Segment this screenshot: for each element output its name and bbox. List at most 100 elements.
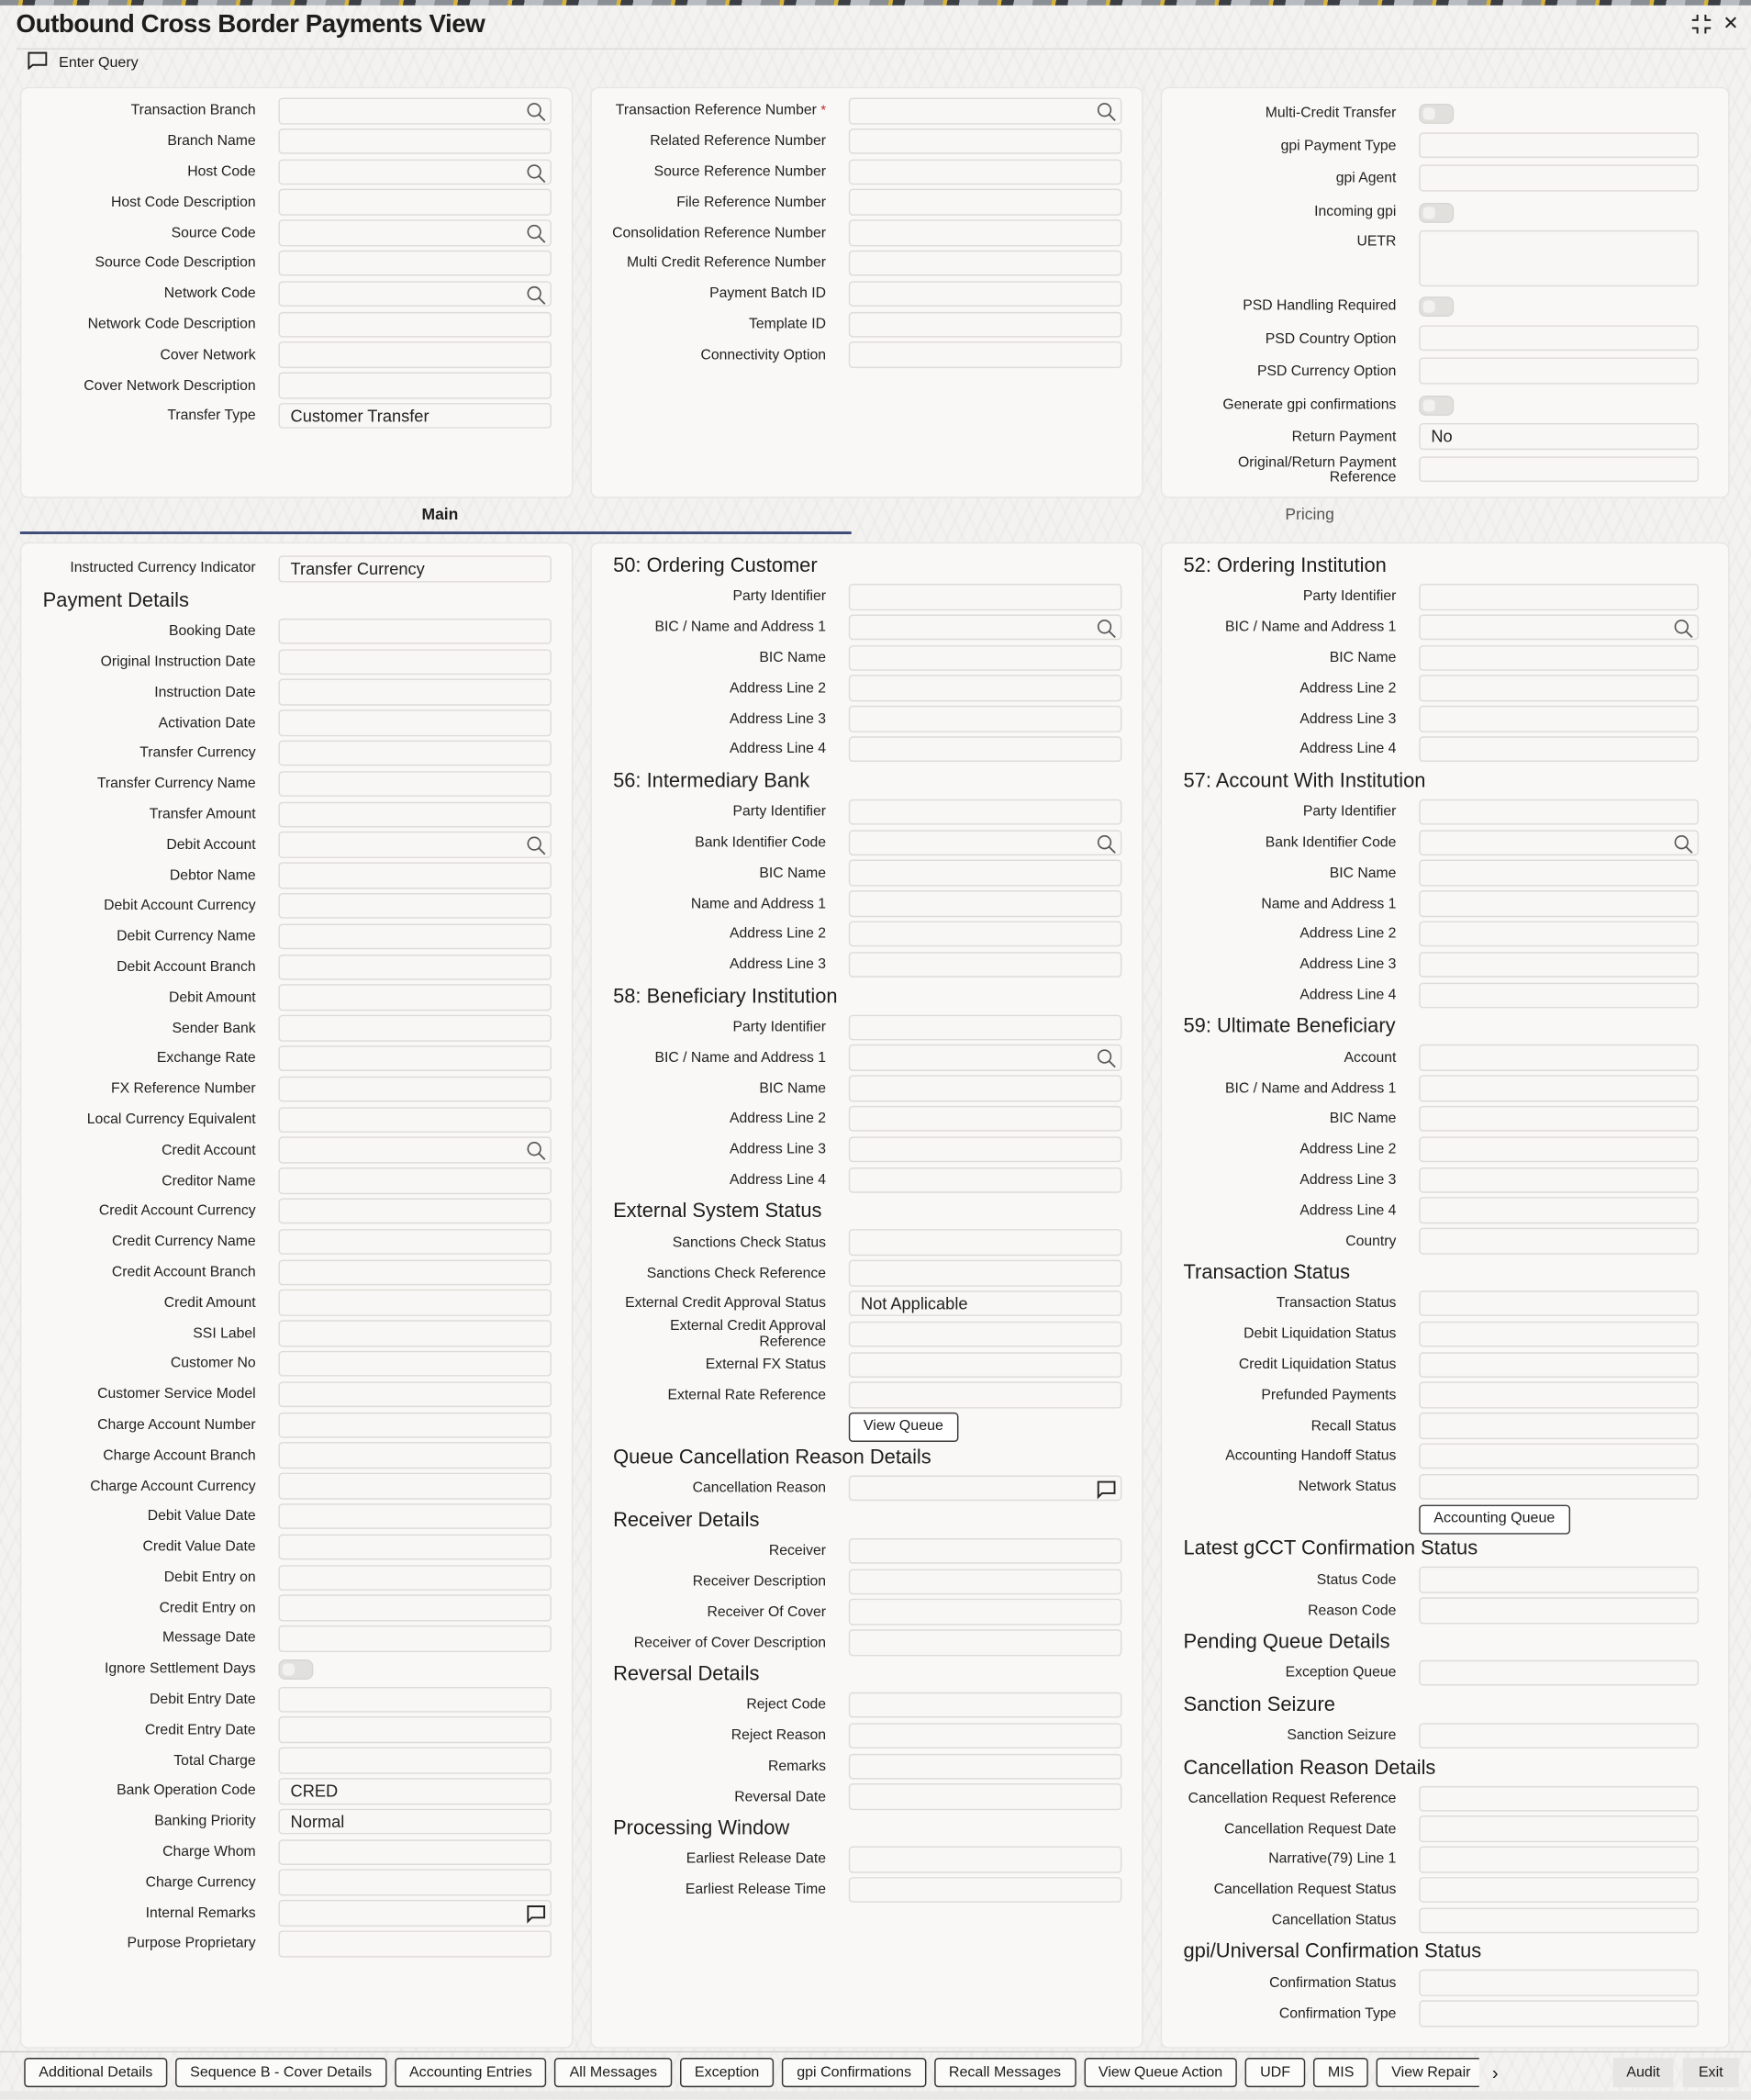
- multi-credit-transfer-toggle[interactable]: [1419, 104, 1455, 125]
- credit-account-branch-input[interactable]: [278, 1258, 552, 1286]
- internal-remarks-input[interactable]: [278, 1900, 552, 1927]
- exception-button[interactable]: Exception: [679, 2058, 775, 2088]
- accounting-handoff-status-input[interactable]: [1419, 1443, 1700, 1469]
- search-icon[interactable]: [526, 836, 546, 856]
- external-rate-reference-input[interactable]: [848, 1381, 1122, 1409]
- credit-account-input[interactable]: [278, 1136, 552, 1164]
- address-line-4-input[interactable]: [1419, 736, 1700, 763]
- cancellation-request-status-input[interactable]: [1419, 1876, 1700, 1904]
- search-icon[interactable]: [526, 224, 546, 244]
- instructed-currency-indicator-input[interactable]: Transfer Currency: [278, 555, 552, 582]
- credit-amount-input[interactable]: [278, 1290, 552, 1316]
- view-repair-button[interactable]: View Repair: [1377, 2058, 1479, 2088]
- debit-amount-input[interactable]: [278, 984, 552, 1011]
- charge-currency-input[interactable]: [278, 1870, 552, 1896]
- uetr-input[interactable]: [1419, 229, 1700, 287]
- sanctions-check-status-input[interactable]: [848, 1229, 1122, 1257]
- branch-name-input[interactable]: [278, 128, 552, 155]
- address-line-2-input[interactable]: [1419, 1136, 1700, 1163]
- debit-entry-on-input[interactable]: [278, 1564, 552, 1591]
- view-queue-action-button[interactable]: View Queue Action: [1083, 2058, 1238, 2088]
- party-identifier-input[interactable]: [848, 1014, 1122, 1041]
- credit-value-date-input[interactable]: [278, 1534, 552, 1560]
- address-line-3-input[interactable]: [1419, 706, 1700, 732]
- consolidation-reference-number-input[interactable]: [848, 219, 1122, 246]
- reject-code-input[interactable]: [848, 1692, 1122, 1719]
- original-instruction-date-input[interactable]: [278, 648, 552, 676]
- transfer-amount-input[interactable]: [278, 801, 552, 828]
- credit-account-currency-input[interactable]: [278, 1198, 552, 1224]
- debtor-name-input[interactable]: [278, 862, 552, 889]
- remarks-input[interactable]: [848, 1753, 1122, 1780]
- address-line-4-input[interactable]: [1419, 982, 1700, 1009]
- message-date-input[interactable]: [278, 1625, 552, 1652]
- account-input[interactable]: [1419, 1044, 1700, 1071]
- network-code-description-input[interactable]: [278, 311, 552, 338]
- address-line-2-input[interactable]: [848, 921, 1122, 947]
- receiver-of-cover-description-input[interactable]: [848, 1629, 1122, 1656]
- original-return-payment-reference-input[interactable]: [1419, 455, 1700, 483]
- cancellation-reason-input[interactable]: [848, 1475, 1122, 1502]
- credit-liquidation-status-input[interactable]: [1419, 1351, 1700, 1379]
- external-credit-approval-status-input[interactable]: Not Applicable: [848, 1290, 1122, 1317]
- total-charge-input[interactable]: [278, 1748, 552, 1774]
- search-icon[interactable]: [1097, 833, 1117, 854]
- status-code-input[interactable]: [1419, 1567, 1700, 1593]
- network-code-input[interactable]: [278, 281, 552, 307]
- address-line-4-input[interactable]: [848, 1167, 1122, 1193]
- recall-status-input[interactable]: [1419, 1413, 1700, 1439]
- address-line-4-input[interactable]: [848, 736, 1122, 763]
- instruction-date-input[interactable]: [278, 679, 552, 706]
- audit-button[interactable]: Audit: [1612, 2058, 1674, 2088]
- address-line-2-input[interactable]: [848, 675, 1122, 702]
- search-icon[interactable]: [1097, 1049, 1117, 1069]
- related-reference-number-input[interactable]: [848, 128, 1122, 155]
- tab-main[interactable]: Main: [421, 504, 459, 524]
- search-icon[interactable]: [1673, 833, 1693, 854]
- bic-name-and-address-1-input[interactable]: [848, 614, 1122, 641]
- transaction-status-input[interactable]: [1419, 1290, 1700, 1317]
- local-currency-equivalent-input[interactable]: [278, 1106, 552, 1134]
- bank-operation-code-input[interactable]: CRED: [278, 1778, 552, 1804]
- booking-date-input[interactable]: [278, 618, 552, 645]
- psd-country-option-input[interactable]: [1419, 324, 1700, 352]
- address-line-4-input[interactable]: [1419, 1197, 1700, 1224]
- psd-handling-required-toggle[interactable]: [1419, 296, 1455, 318]
- psd-currency-option-input[interactable]: [1419, 357, 1700, 384]
- source-reference-number-input[interactable]: [848, 158, 1122, 185]
- bic-name-and-address-1-input[interactable]: [1419, 614, 1700, 641]
- credit-currency-name-input[interactable]: [278, 1228, 552, 1256]
- sanctions-check-reference-input[interactable]: [848, 1259, 1122, 1287]
- accounting-entries-button[interactable]: Accounting Entries: [394, 2058, 547, 2088]
- search-icon[interactable]: [1097, 619, 1117, 639]
- sequence-b-cover-details-button[interactable]: Sequence B - Cover Details: [175, 2058, 387, 2088]
- sanction-seizure-input[interactable]: [1419, 1722, 1700, 1749]
- reversal-date-input[interactable]: [848, 1783, 1122, 1810]
- charge-account-number-input[interactable]: [278, 1412, 552, 1438]
- bic-name-input[interactable]: [848, 1075, 1122, 1102]
- payment-batch-id-input[interactable]: [848, 281, 1122, 307]
- address-line-2-input[interactable]: [1419, 675, 1700, 702]
- debit-account-input[interactable]: [278, 832, 552, 858]
- transfer-currency-input[interactable]: [278, 740, 552, 767]
- charge-whom-input[interactable]: [278, 1838, 552, 1866]
- receiver-description-input[interactable]: [848, 1568, 1122, 1595]
- debit-currency-name-input[interactable]: [278, 923, 552, 950]
- chevron-right-icon[interactable]: ›: [1491, 2061, 1499, 2083]
- bank-identifier-code-input[interactable]: [1419, 829, 1700, 856]
- reason-code-input[interactable]: [1419, 1597, 1700, 1624]
- bic-name-input[interactable]: [1419, 1105, 1700, 1133]
- reject-reason-input[interactable]: [848, 1722, 1122, 1749]
- address-line-3-input[interactable]: [848, 706, 1122, 732]
- confirmation-status-input[interactable]: [1419, 1970, 1700, 1996]
- gpi-confirmations-button[interactable]: gpi Confirmations: [782, 2058, 927, 2088]
- search-icon[interactable]: [1673, 619, 1693, 639]
- credit-entry-date-input[interactable]: [278, 1716, 552, 1744]
- party-identifier-input[interactable]: [848, 583, 1122, 610]
- bic-name-and-address-1-input[interactable]: [848, 1044, 1122, 1071]
- debit-entry-date-input[interactable]: [278, 1686, 552, 1713]
- charge-account-branch-input[interactable]: [278, 1442, 552, 1469]
- bic-name-input[interactable]: [848, 644, 1122, 671]
- creditor-name-input[interactable]: [278, 1167, 552, 1194]
- udf-button[interactable]: UDF: [1245, 2058, 1306, 2088]
